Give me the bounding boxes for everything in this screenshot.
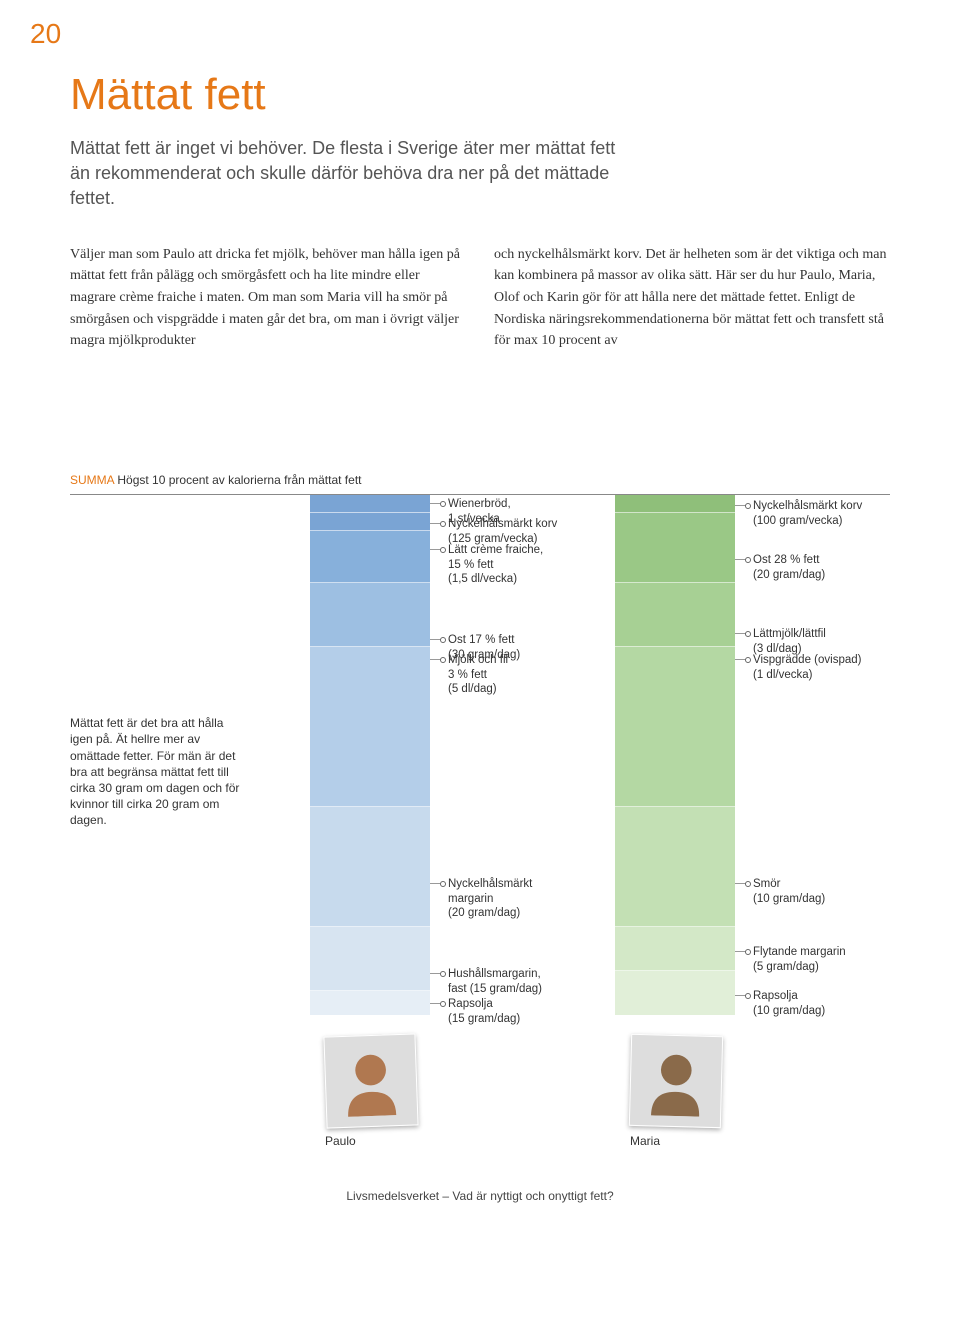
bar-segment: Lättmjölk/lättfil(3 dl/dag) (615, 583, 735, 647)
person-icon (640, 1045, 712, 1117)
left-note: Mättat fett är det bra att hålla igen på… (70, 495, 260, 1015)
portrait-block-2: Maria (575, 1035, 870, 1149)
bar-segment: Wienerbröd,1 st/vecka (310, 495, 430, 513)
body-col-1: Väljer man som Paulo att dricka fet mjöl… (70, 244, 466, 352)
segment-label: Hushållsmargarin,fast (15 gram/dag) (430, 967, 580, 996)
chart-paulo: Wienerbröd,1 st/veckaNyckelhålsmärkt kor… (270, 495, 565, 1015)
segment-label: Flytande margarin(5 gram/dag) (735, 945, 885, 974)
bar-segment: Vispgrädde (ovispad)(1 dl/vecka) (615, 647, 735, 807)
person-icon (335, 1045, 407, 1117)
segment-label: Nyckelhålsmärkt korv(100 gram/vecka) (735, 499, 885, 528)
bar-maria: Nyckelhålsmärkt korv(100 gram/vecka)Ost … (615, 495, 735, 1015)
bar-segment: Rapsolja(15 gram/dag) (310, 991, 430, 1015)
portrait-maria (629, 1034, 723, 1128)
portrait-paulo (323, 1034, 418, 1129)
segment-label: Ost 28 % fett(20 gram/dag) (735, 553, 885, 582)
chart-maria: Nyckelhålsmärkt korv(100 gram/vecka)Ost … (575, 495, 870, 1015)
body-col-2: och nyckelhålsmärkt korv. Det är helhete… (494, 244, 890, 352)
body-columns: Väljer man som Paulo att dricka fet mjöl… (70, 244, 890, 352)
charts-row: Mättat fett är det bra att hålla igen på… (70, 494, 890, 1015)
segment-label: Rapsolja(10 gram/dag) (735, 989, 885, 1018)
document-page: 20 Mättat fett Mättat fett är inget vi b… (0, 0, 960, 1233)
chart-section: SUMMA Högst 10 procent av kalorierna frå… (70, 472, 890, 1149)
segment-label: Rapsolja(15 gram/dag) (430, 997, 580, 1026)
bar-segment: Ost 17 % fett(30 gram/dag) (310, 583, 430, 647)
bar-segment: Hushållsmargarin,fast (15 gram/dag) (310, 927, 430, 991)
summa-heading: SUMMA Högst 10 procent av kalorierna frå… (70, 472, 890, 488)
bar-segment: Rapsolja(10 gram/dag) (615, 971, 735, 1015)
bar-segment: Nyckelhålsmärkt korv(125 gram/vecka) (310, 513, 430, 531)
bar-segment: Nyckelhålsmärkt korv(100 gram/vecka) (615, 495, 735, 513)
page-footer: Livsmedelsverket – Vad är nyttigt och on… (70, 1189, 890, 1203)
portraits-row: Paulo Maria (70, 1035, 890, 1149)
summa-text: Högst 10 procent av kalorierna från mätt… (117, 473, 361, 487)
segment-label: Nyckelhålsmärktmargarin(20 gram/dag) (430, 877, 580, 920)
bar-segment: Mjölk och fil3 % fett(5 dl/dag) (310, 647, 430, 807)
bar-paulo: Wienerbröd,1 st/veckaNyckelhålsmärkt kor… (310, 495, 430, 1015)
segment-label: Nyckelhålsmärkt korv(125 gram/vecka) (430, 517, 580, 546)
summa-label: SUMMA (70, 473, 114, 487)
portrait-name-2: Maria (630, 1133, 870, 1149)
segment-label: Lättmjölk/lättfil(3 dl/dag) (735, 627, 885, 656)
segment-label: Smör(10 gram/dag) (735, 877, 885, 906)
segment-label: Mjölk och fil3 % fett(5 dl/dag) (430, 653, 580, 696)
segment-label: Lätt crème fraiche,15 % fett(1,5 dl/veck… (430, 543, 580, 586)
bar-segment: Smör(10 gram/dag) (615, 807, 735, 927)
bar-segment: Lätt crème fraiche,15 % fett(1,5 dl/veck… (310, 531, 430, 583)
page-number: 20 (30, 18, 61, 50)
bar-segment: Flytande margarin(5 gram/dag) (615, 927, 735, 971)
bar-segment: Nyckelhålsmärktmargarin(20 gram/dag) (310, 807, 430, 927)
page-title: Mättat fett (70, 70, 890, 120)
lead-paragraph: Mättat fett är inget vi behöver. De fles… (70, 136, 630, 212)
portrait-name-1: Paulo (325, 1133, 565, 1149)
portrait-block-1: Paulo (270, 1035, 565, 1149)
segment-label: Vispgrädde (ovispad)(1 dl/vecka) (735, 653, 885, 682)
bar-segment: Ost 28 % fett(20 gram/dag) (615, 513, 735, 583)
